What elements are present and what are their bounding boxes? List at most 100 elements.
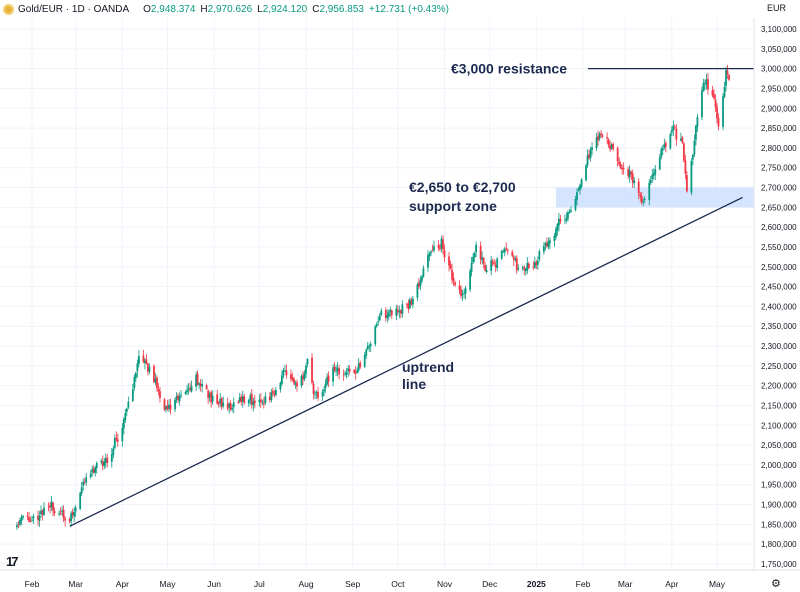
candle-body (259, 399, 262, 403)
candle (222, 396, 225, 409)
candle (121, 423, 124, 447)
candle-body (226, 403, 229, 409)
candle-body (356, 370, 359, 373)
candle (375, 322, 378, 328)
candle-body (672, 125, 675, 131)
candle (41, 509, 44, 521)
candle (717, 113, 720, 131)
candle (311, 353, 313, 385)
candle-body (16, 525, 18, 528)
candle-body (637, 181, 640, 194)
candle (579, 183, 581, 195)
candle (136, 359, 139, 378)
candle-body (174, 399, 176, 410)
price-tick-label: 2,150,000 (761, 401, 797, 410)
candle (422, 265, 425, 278)
candle (716, 103, 718, 124)
candle-body (437, 245, 440, 248)
candle-body (627, 168, 630, 176)
candle (345, 367, 348, 379)
candle (517, 264, 520, 272)
tradingview-logo[interactable]: 17 (6, 554, 19, 569)
symbol-title[interactable]: Gold/EUR · 1D · OANDA (18, 3, 130, 15)
candle (101, 455, 104, 471)
candle (682, 141, 685, 163)
candle-body (386, 315, 389, 319)
candle-body (53, 511, 56, 514)
candle (419, 276, 422, 291)
candle-body (342, 374, 345, 376)
candle-body (556, 224, 559, 231)
candle-body (195, 374, 197, 387)
price-tick-label: 2,600,000 (761, 223, 797, 232)
candle-body (153, 365, 155, 383)
candle-body (512, 256, 515, 260)
candle (29, 516, 32, 523)
candle-body (673, 126, 676, 128)
currency-label[interactable]: EUR (766, 3, 786, 13)
candle (43, 502, 45, 516)
candle (652, 168, 655, 180)
candle (421, 274, 423, 284)
candle-body (250, 394, 253, 405)
support-zone (555, 187, 754, 208)
candle (83, 478, 86, 485)
candle-body (422, 268, 425, 277)
candle (145, 354, 148, 365)
candle-body (205, 385, 208, 390)
candle (416, 282, 419, 301)
candle-body (469, 270, 471, 290)
candle-body (723, 86, 726, 97)
grid-lines (0, 18, 754, 570)
candle-body (359, 362, 362, 368)
candle-body (264, 396, 267, 404)
candle-body (31, 519, 33, 521)
candle-body (83, 481, 86, 483)
candle-body (401, 304, 404, 314)
candle-body (219, 399, 222, 404)
candle-body (622, 167, 625, 170)
candle-body (270, 392, 273, 401)
candle-body (448, 256, 450, 266)
candle-body (323, 389, 325, 392)
candle (38, 510, 41, 527)
price-axis[interactable]: 1,750,000 1,800,000 1,850,000 1,900,000 1,95… (753, 18, 797, 570)
candle-body (32, 516, 35, 519)
candle-body (306, 358, 309, 365)
candle (315, 390, 318, 399)
candle-body (564, 219, 566, 221)
candle (690, 158, 693, 196)
candle-body (536, 260, 539, 265)
candle (366, 341, 369, 351)
candle-body (461, 293, 464, 295)
candle (229, 400, 232, 412)
candle (210, 390, 213, 408)
candle-body (137, 355, 140, 364)
time-tick-label: Jun (207, 579, 221, 589)
candle (296, 379, 298, 392)
candle-body (612, 143, 615, 150)
time-axis[interactable]: Feb Mar Apr May Jun Jul Aug Sep Oct Nov Dec 2025 Feb… (0, 569, 800, 589)
candle-body (365, 349, 368, 356)
candle-body (19, 520, 21, 525)
candle (411, 295, 414, 309)
candle-body (175, 396, 178, 400)
candle (722, 93, 724, 131)
candle-body (523, 267, 526, 271)
candle (91, 465, 94, 477)
support-zone-rect (555, 187, 754, 208)
candle (317, 386, 319, 401)
candle-body (296, 382, 298, 387)
price-tick-label: 2,550,000 (761, 243, 797, 252)
candle-body (442, 239, 444, 250)
candle (238, 392, 241, 404)
candle-body (416, 284, 419, 298)
candle-body (110, 454, 113, 462)
price-tick-label: 2,100,000 (761, 421, 797, 430)
gear-icon[interactable]: ⚙ (771, 578, 781, 590)
candle-body (241, 396, 244, 402)
candle (649, 176, 652, 186)
candle-body (597, 136, 599, 141)
change-value: +12.731 (+0.43%) (368, 3, 450, 15)
